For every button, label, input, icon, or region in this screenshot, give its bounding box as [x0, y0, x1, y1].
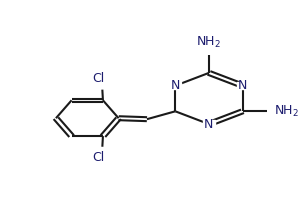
- Text: Cl: Cl: [92, 72, 105, 85]
- Polygon shape: [203, 120, 215, 128]
- Text: N: N: [204, 118, 214, 131]
- Text: NH$_2$: NH$_2$: [274, 104, 299, 119]
- Text: NH$_2$: NH$_2$: [196, 35, 221, 50]
- Polygon shape: [237, 82, 248, 89]
- Text: N: N: [238, 79, 247, 92]
- Text: N: N: [171, 79, 180, 92]
- Text: Cl: Cl: [92, 151, 105, 164]
- Polygon shape: [170, 82, 181, 89]
